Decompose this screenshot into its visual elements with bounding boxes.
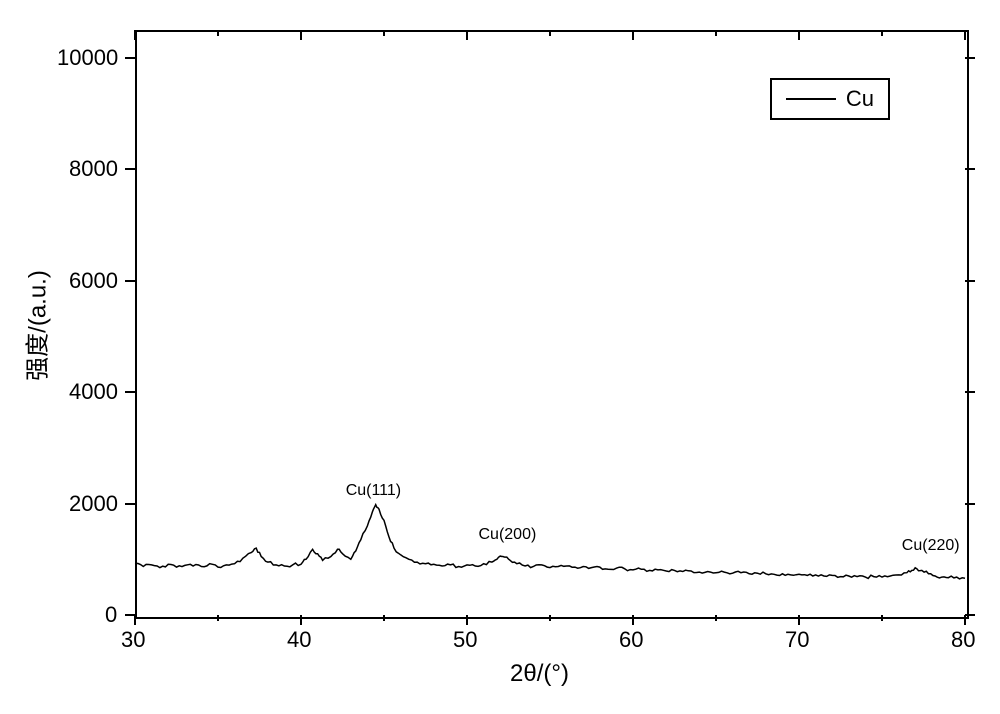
y-tick-mark-right	[965, 168, 975, 170]
x-minor-tick-top	[217, 30, 219, 36]
y-tick-mark	[125, 503, 135, 505]
y-tick-label: 8000	[69, 156, 118, 182]
x-tick-label: 40	[287, 627, 311, 653]
x-axis-label: 2θ/(°)	[510, 660, 569, 688]
x-minor-tick	[549, 615, 551, 621]
xrd-chart: 强度/(a.u.) 2θ/(°) Cu 30 40 50 60 70 80 0 2000 400…	[0, 0, 1000, 714]
y-tick-label: 6000	[69, 268, 118, 294]
y-tick-mark-right	[965, 57, 975, 59]
x-minor-tick-top	[549, 30, 551, 36]
x-tick-mark	[632, 615, 634, 625]
x-tick-label: 70	[785, 627, 809, 653]
y-tick-mark	[125, 280, 135, 282]
x-tick-mark	[134, 615, 136, 625]
peak-label: Cu(111)	[346, 482, 401, 500]
x-minor-tick	[715, 615, 717, 621]
x-tick-label: 80	[951, 627, 975, 653]
y-tick-mark	[125, 391, 135, 393]
y-axis-label: 强度/(a.u.)	[18, 255, 53, 395]
y-tick-mark-right	[965, 614, 975, 616]
y-tick-mark	[125, 168, 135, 170]
x-minor-tick-top	[383, 30, 385, 36]
y-tick-mark-right	[965, 503, 975, 505]
xrd-trace	[135, 505, 965, 579]
x-tick-mark	[798, 615, 800, 625]
x-tick-mark-top	[134, 30, 136, 40]
y-tick-mark	[125, 614, 135, 616]
y-tick-label: 2000	[69, 491, 118, 517]
x-minor-tick-top	[881, 30, 883, 36]
y-tick-mark-right	[965, 280, 975, 282]
x-tick-mark-top	[798, 30, 800, 40]
x-tick-mark	[964, 615, 966, 625]
y-tick-label: 4000	[69, 379, 118, 405]
x-minor-tick	[383, 615, 385, 621]
x-minor-tick-top	[715, 30, 717, 36]
x-tick-mark	[466, 615, 468, 625]
y-tick-label: 10000	[57, 45, 118, 71]
x-tick-label: 60	[619, 627, 643, 653]
peak-label: Cu(200)	[479, 526, 537, 544]
y-tick-label: 0	[105, 602, 117, 628]
x-tick-label: 50	[453, 627, 477, 653]
x-minor-tick	[217, 615, 219, 621]
x-tick-label: 30	[121, 627, 145, 653]
peak-label: Cu(220)	[902, 537, 960, 555]
x-tick-mark-top	[632, 30, 634, 40]
legend-line-icon	[786, 98, 836, 100]
x-tick-mark-top	[300, 30, 302, 40]
x-minor-tick	[881, 615, 883, 621]
x-tick-mark-top	[466, 30, 468, 40]
y-tick-mark	[125, 57, 135, 59]
x-tick-mark	[300, 615, 302, 625]
x-tick-mark-top	[964, 30, 966, 40]
legend: Cu	[770, 78, 890, 120]
y-tick-mark-right	[965, 391, 975, 393]
legend-text: Cu	[846, 86, 874, 112]
